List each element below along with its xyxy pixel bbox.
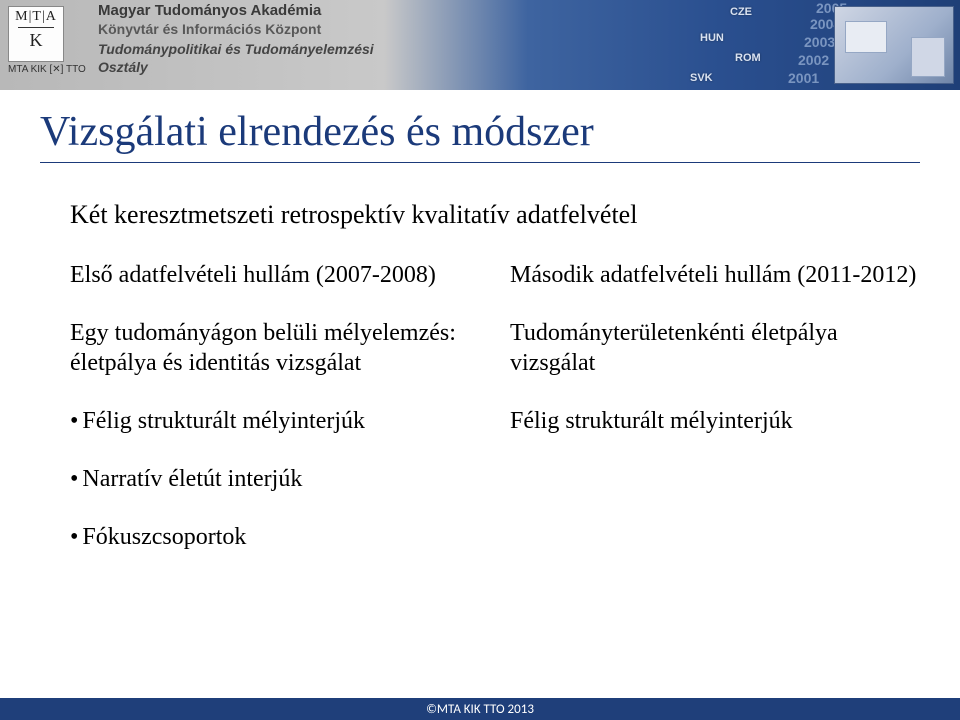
slide: M|T|A K MTA KIK [✕] TTO Magyar Tudományo…: [0, 0, 960, 720]
spacer: [70, 504, 480, 522]
spacer: [70, 446, 480, 464]
logo-line2: K: [9, 30, 63, 51]
footer-text: ©MTA KIK TTO 2013: [0, 702, 960, 717]
right-column: Második adatfelvételi hullám (2011-2012)…: [510, 260, 920, 436]
slide-title: Vizsgálati elrendezés és módszer: [40, 108, 594, 156]
year-2001: 2001: [788, 70, 819, 86]
right-bullet-1: Félig strukturált mélyinterjúk: [510, 406, 920, 436]
country-svk: SVK: [690, 72, 713, 84]
left-bullet-3: Fókuszcsoportok: [70, 522, 480, 552]
logo-divider: [18, 27, 54, 28]
title-underline: [40, 162, 920, 163]
country-cze: CZE: [730, 6, 752, 18]
dept-name-1: Tudománypolitikai és Tudományelemzési: [98, 41, 374, 57]
left-bullet-2: Narratív életút interjúk: [70, 464, 480, 494]
org-name-1: Magyar Tudományos Akadémia: [98, 2, 374, 19]
banner-graphic: CZE HUN ROM SVK 2001 2002 2003 2004 2005: [540, 0, 960, 90]
intro-text: Két keresztmetszeti retrospektív kvalita…: [70, 200, 637, 230]
year-2003: 2003: [804, 34, 835, 50]
banner-photo: [834, 6, 954, 84]
org-logo: M|T|A K: [8, 6, 64, 62]
left-bullet-1: Félig strukturált mélyinterjúk: [70, 406, 480, 436]
header-banner: M|T|A K MTA KIK [✕] TTO Magyar Tudományo…: [0, 0, 960, 90]
right-study: Tudományterületenkénti életpálya vizsgál…: [510, 318, 920, 378]
country-hun: HUN: [700, 32, 724, 44]
logo-subtext: MTA KIK [✕] TTO: [8, 64, 86, 75]
org-name-2: Könyvtár és Információs Központ: [98, 21, 374, 37]
left-column: Első adatfelvételi hullám (2007-2008) Eg…: [70, 260, 480, 562]
left-study: Egy tudományágon belüli mélyelemzés: éle…: [70, 318, 480, 378]
logo-line1: M|T|A: [9, 7, 63, 25]
left-wave: Első adatfelvételi hullám (2007-2008): [70, 260, 480, 290]
right-wave: Második adatfelvételi hullám (2011-2012): [510, 260, 920, 290]
year-2002: 2002: [798, 52, 829, 68]
banner-org-text: Magyar Tudományos Akadémia Könyvtár és I…: [98, 2, 374, 75]
dept-name-2: Osztály: [98, 59, 374, 75]
country-rom: ROM: [735, 52, 761, 64]
